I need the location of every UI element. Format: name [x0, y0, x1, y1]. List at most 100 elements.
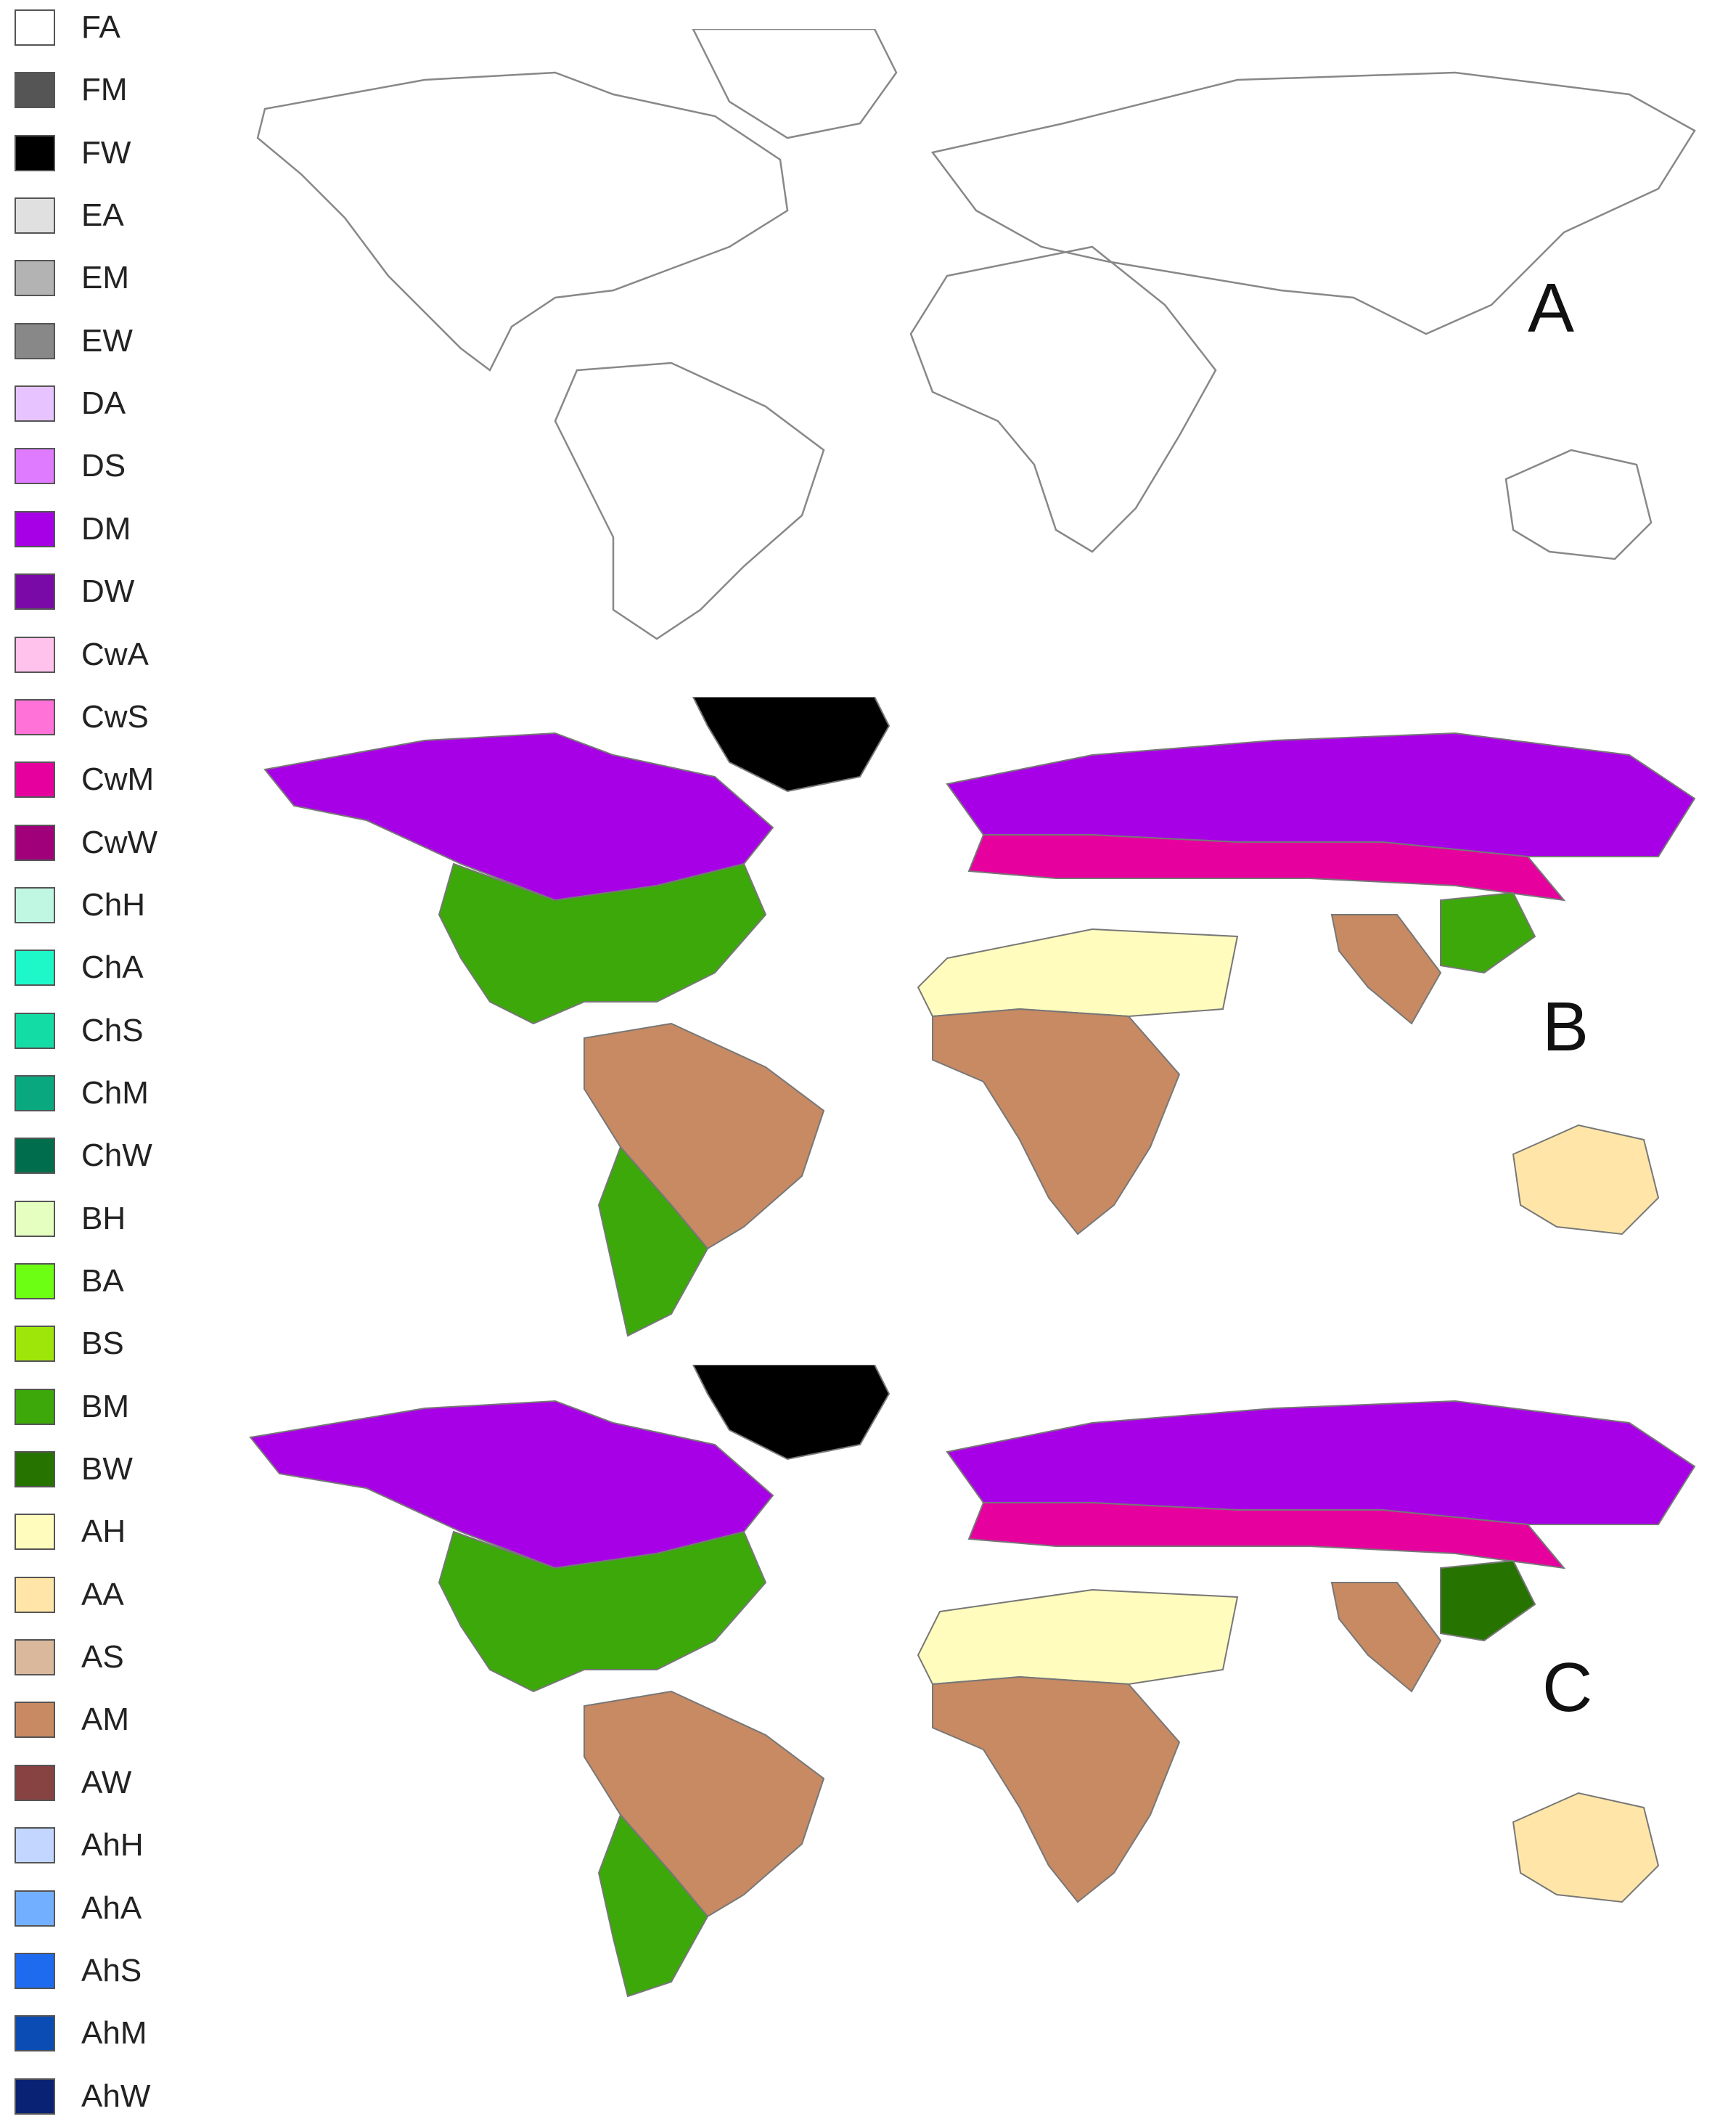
legend-item-as: AS	[15, 1636, 124, 1679]
legend-label: EM	[81, 260, 129, 296]
panel-letter-a: A	[1528, 269, 1575, 347]
legend-item-cwa: CwA	[15, 633, 149, 677]
legend-swatch	[15, 260, 55, 297]
legend-label: DA	[81, 385, 126, 422]
legend-label: AhS	[81, 1952, 142, 1988]
legend-swatch	[15, 1827, 55, 1864]
legend-label: AhW	[81, 2078, 151, 2114]
legend-label: BS	[81, 1326, 124, 1362]
legend-item-ew: EW	[15, 319, 133, 363]
legend-item-aa: AA	[15, 1573, 124, 1617]
legend-swatch	[15, 1138, 55, 1175]
legend-item-fm: FM	[15, 68, 128, 112]
legend-swatch	[15, 1012, 55, 1049]
legend-swatch	[15, 1451, 55, 1488]
legend-swatch	[15, 1263, 55, 1299]
legend-label: DS	[81, 448, 126, 484]
legend-label: CwS	[81, 698, 149, 735]
legend-item-chh: ChH	[15, 883, 145, 927]
legend-item-chw: ChW	[15, 1134, 152, 1177]
legend-label: AA	[81, 1576, 124, 1612]
legend-swatch	[15, 636, 55, 673]
legend-item-ba: BA	[15, 1259, 124, 1303]
legend-label: EW	[81, 322, 133, 359]
legend-label: AW	[81, 1764, 132, 1800]
legend-item-aha: AhA	[15, 1887, 142, 1930]
legend-item-bs: BS	[15, 1322, 124, 1365]
legend-swatch	[15, 1514, 55, 1551]
panel-letter-b: B	[1542, 988, 1589, 1066]
legend-item-chs: ChS	[15, 1009, 144, 1053]
legend-swatch	[15, 2078, 55, 2115]
world-map-a	[256, 29, 1696, 640]
legend-label: AhH	[81, 1827, 144, 1863]
legend-swatch	[15, 950, 55, 987]
legend-label: BH	[81, 1200, 126, 1236]
legend-item-bm: BM	[15, 1385, 129, 1429]
legend-label: BW	[81, 1451, 133, 1487]
legend-item-ea: EA	[15, 194, 124, 237]
legend-label: ChM	[81, 1074, 149, 1111]
legend-label: CwW	[81, 824, 158, 860]
legend-label: BA	[81, 1263, 124, 1299]
legend-swatch	[15, 1576, 55, 1613]
legend-label: CwA	[81, 636, 149, 672]
legend-swatch	[15, 824, 55, 861]
legend-item-ds: DS	[15, 444, 126, 488]
legend-swatch	[15, 698, 55, 735]
legend-item-ahh: AhH	[15, 1824, 144, 1867]
legend-swatch	[15, 134, 55, 171]
legend-swatch	[15, 2015, 55, 2052]
panel-letter-c: C	[1542, 1649, 1593, 1726]
legend-swatch	[15, 573, 55, 611]
legend-item-ah: AH	[15, 1510, 126, 1553]
legend-swatch	[15, 72, 55, 109]
legend-label: ChW	[81, 1138, 152, 1174]
legend-item-am: AM	[15, 1698, 129, 1742]
legend-swatch	[15, 1702, 55, 1739]
legend-item-ahm: AhM	[15, 2012, 147, 2055]
legend-swatch	[15, 9, 55, 46]
legend-swatch	[15, 1639, 55, 1676]
legend-item-cwm: CwM	[15, 758, 154, 801]
legend-label: ChA	[81, 950, 144, 986]
legend-item-fw: FW	[15, 131, 131, 175]
legend-label: CwM	[81, 762, 155, 798]
legend-item-bh: BH	[15, 1197, 126, 1241]
map-panel-c: C	[149, 1365, 1736, 2004]
legend-item-bw: BW	[15, 1448, 133, 1491]
legend-item-fa: FA	[15, 6, 120, 49]
legend-item-aw: AW	[15, 1761, 131, 1805]
legend-swatch	[15, 1764, 55, 1801]
map-panel-a: A	[149, 29, 1736, 653]
legend-label: AM	[81, 1702, 129, 1738]
legend-item-dm: DM	[15, 507, 131, 551]
legend-label: AhM	[81, 2015, 147, 2051]
map-legend: FA FM FW EA EM EW DA DS DM DW CwA CwS CwM CwW ChH ChA Ch…	[0, 0, 174, 2119]
legend-label: EA	[81, 197, 124, 234]
legend-label: FA	[81, 9, 120, 45]
legend-swatch	[15, 1074, 55, 1111]
legend-label: DM	[81, 510, 131, 547]
legend-swatch	[15, 1952, 55, 1989]
legend-swatch	[15, 197, 55, 234]
world-map-c	[249, 1365, 1696, 1998]
legend-swatch	[15, 762, 55, 799]
legend-swatch	[15, 322, 55, 359]
legend-item-da: DA	[15, 382, 126, 425]
legend-label: ChH	[81, 886, 146, 923]
legend-item-dw: DW	[15, 570, 134, 613]
legend-swatch	[15, 886, 55, 923]
legend-swatch	[15, 1326, 55, 1363]
legend-item-cha: ChA	[15, 946, 144, 989]
legend-swatch	[15, 385, 55, 422]
legend-item-ahs: AhS	[15, 1949, 142, 1993]
legend-item-cww: CwW	[15, 821, 157, 865]
legend-swatch	[15, 1388, 55, 1425]
legend-label: AH	[81, 1514, 126, 1550]
legend-label: BM	[81, 1388, 129, 1424]
world-map-b	[263, 697, 1696, 1337]
legend-item-ahw: AhW	[15, 2075, 150, 2118]
legend-item-chm: ChM	[15, 1071, 149, 1115]
legend-label: DW	[81, 573, 135, 610]
